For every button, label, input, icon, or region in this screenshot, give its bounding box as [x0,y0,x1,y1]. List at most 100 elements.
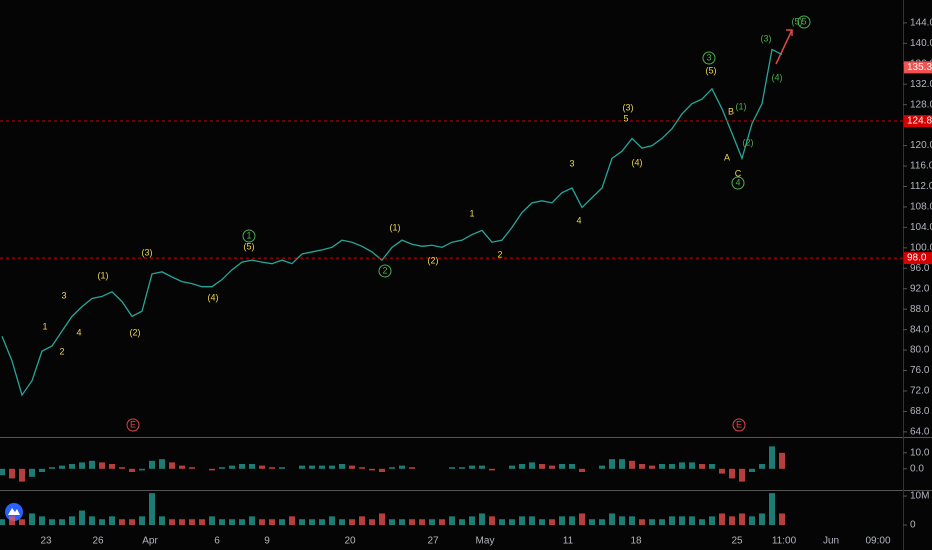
x-tick-label: 6 [214,536,220,547]
wave-circle [378,264,392,278]
volume-bar [729,516,735,526]
price-marker-label: 124.8 [907,116,932,127]
oscillator-bar [599,465,605,469]
wave-label: 1 [469,208,474,218]
wave-label: 5 [801,16,806,26]
volume-bar [609,513,615,526]
oscillator-bar [519,464,525,469]
volume-bar [19,519,25,526]
volume-bar [539,519,545,526]
y-tick-label: 72.0 [910,386,930,397]
wave-label: B [728,106,734,116]
volume-bar [199,519,205,526]
oscillator-bar [639,464,645,469]
y-tick-label: 104.0 [910,222,932,233]
volume-bar [109,516,115,526]
y-tick-label: 120.0 [910,140,932,151]
volume-bar [329,516,335,526]
y-tick-label: 132.0 [910,79,932,90]
wave-label: 3 [569,158,574,168]
wave-label: (2) [743,137,754,147]
price-line [1,48,783,397]
volume-bar [579,513,585,526]
oscillator-bar [69,464,75,469]
y-tick-label: 96.0 [910,263,930,274]
oscillator-bar [469,465,475,469]
wave-label: 4 [576,215,581,225]
logo-icon-glyph [8,508,20,515]
price-marker-box [904,61,932,74]
x-tick-label: Jun [823,536,839,547]
oscillator-bar [609,459,615,469]
volume-bar [519,516,525,526]
wave-label: 2 [382,265,387,275]
oscillator-bar [509,465,515,469]
volume-bar [59,519,65,526]
oscillator-bar [159,459,165,469]
wave-label: (5) [792,16,803,26]
volume-bar [339,519,345,526]
wave-label: (2) [130,327,141,337]
volume-bar [229,519,235,526]
oscillator-bar [19,468,25,482]
oscillator-bar [769,446,775,469]
y-tick-label: 68.0 [910,406,930,417]
volume-bar [709,516,715,526]
volume-bar [469,516,475,526]
oscillator-bar [459,467,465,469]
wave-label: (4) [208,292,219,302]
volume-bar [689,516,695,526]
y-tick-label: 144.0 [910,18,932,29]
oscillator-bar [339,464,345,469]
volume-bar [0,519,5,526]
oscillator-bar [559,464,565,469]
wave-label: (2) [428,255,439,265]
volume-bar [389,519,395,526]
oscillator-bar [669,464,675,469]
volume-bar [379,513,385,526]
oscillator-bar [129,468,135,472]
volume-bar [299,519,305,526]
oscillator-bar [659,464,665,469]
volume-bar [369,519,375,526]
oscillator-bar [649,465,655,469]
y-tick-label: 88.0 [910,304,930,315]
volume-bar [29,513,35,526]
oscillator-bar [399,465,405,469]
arrow [775,29,793,65]
oscillator-bar [359,467,365,469]
oscillator-bar [219,467,225,469]
wave-label: (5) [244,241,255,251]
volume-bar [769,493,775,526]
volume-bar [119,519,125,526]
volume-bar [289,516,295,526]
x-tick-label: 09:00 [865,536,890,547]
volume-bar [619,516,625,526]
wave-label: (1) [736,101,747,111]
volume-bar [309,519,315,526]
x-tick-label: 11:00 [772,536,797,547]
volume-bar [509,519,515,526]
oscillator-bar [729,468,735,479]
volume-bar [359,516,365,526]
wave-circle [126,418,140,432]
y-tick-label: 76.0 [910,365,930,376]
oscillator-bar [679,462,685,469]
volume-bar [629,516,635,526]
volume-bar [219,519,225,526]
x-tick-label: 20 [344,536,356,547]
volume-bar [429,519,435,526]
oscillator-bar [169,462,175,469]
price-marker-box [904,252,932,265]
wave-circle [242,229,256,243]
oscillator-bar [709,464,715,469]
wave-label: 1 [246,230,251,240]
x-tick-label: 18 [630,536,642,547]
oscillator-bar [579,468,585,472]
oscillator-bar [79,462,85,469]
volume-bar [489,516,495,526]
oscillator-bar [449,467,455,469]
y-tick-label: 108.0 [910,202,932,213]
wave-label: 1 [42,321,47,331]
